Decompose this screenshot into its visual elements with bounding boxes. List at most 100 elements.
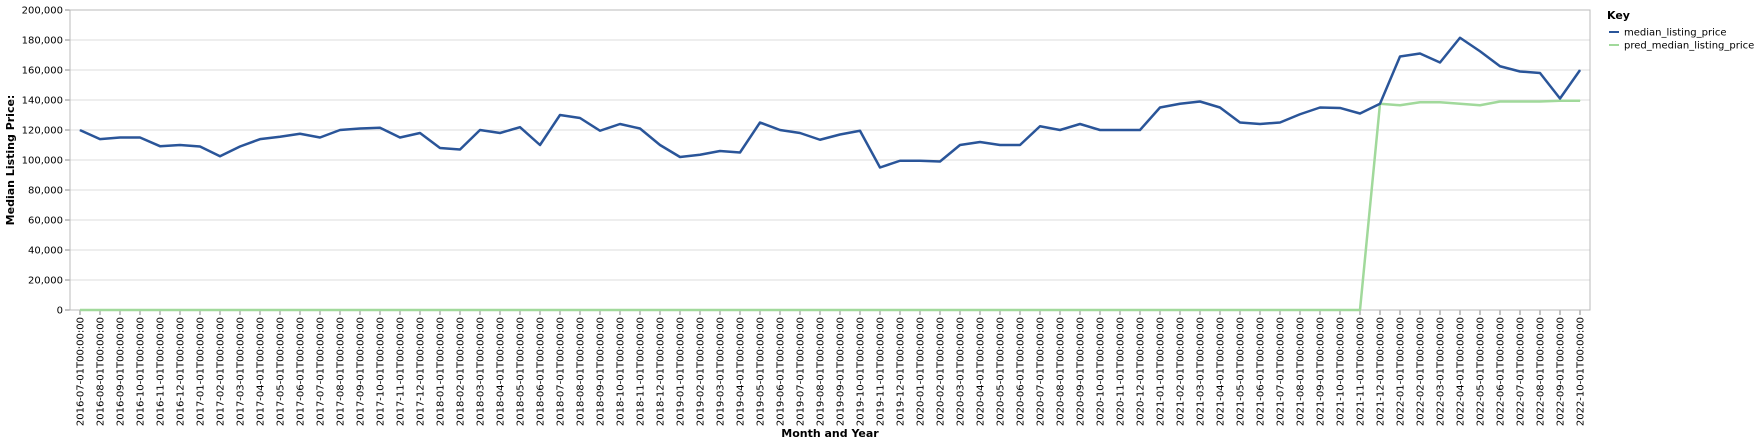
x-tick-label: 2021-05-01T00:00:00 <box>1236 317 1247 426</box>
data-point-pred_median_listing_price <box>919 309 921 311</box>
legend-label-median_listing_price: median_listing_price <box>1624 28 1727 39</box>
x-tick-label: 2018-06-01T00:00:00 <box>536 317 547 426</box>
x-tick-label: 2016-11-01T00:00:00 <box>156 317 167 426</box>
data-point-pred_median_listing_price <box>1459 103 1461 105</box>
data-point-pred_median_listing_price <box>799 309 801 311</box>
data-point-pred_median_listing_price <box>559 309 561 311</box>
y-tick-label: 180,000 <box>22 36 63 47</box>
x-tick-label: 2019-08-01T00:00:00 <box>816 317 827 426</box>
y-tick-label: 100,000 <box>22 156 63 167</box>
data-point-pred_median_listing_price <box>119 309 121 311</box>
x-tick-label: 2020-05-01T00:00:00 <box>996 317 1007 426</box>
data-point-pred_median_listing_price <box>699 309 701 311</box>
x-tick-label: 2020-07-01T00:00:00 <box>1036 317 1047 426</box>
y-tick-label: 160,000 <box>22 66 63 77</box>
data-point-pred_median_listing_price <box>1319 309 1321 311</box>
x-axis-title: Month and Year <box>781 427 879 440</box>
y-axis-ticks: 0 20,000 40,000 60,000 80,000 100,000 120,000 1… <box>22 6 70 317</box>
x-tick-label: 2017-10-01T00:00:00 <box>376 317 387 426</box>
x-tick-label: 2021-10-01T00:00:00 <box>1336 317 1347 426</box>
data-point-pred_median_listing_price <box>1479 104 1481 106</box>
x-tick-label: 2018-11-01T00:00:00 <box>636 317 647 426</box>
data-point-pred_median_listing_price <box>539 309 541 311</box>
x-tick-label: 2019-01-01T00:00:00 <box>676 317 687 426</box>
x-tick-label: 2022-08-01T00:00:00 <box>1536 317 1547 426</box>
series-line-pred_median_listing_price <box>80 99 1580 312</box>
data-point-pred_median_listing_price <box>679 309 681 311</box>
data-point-pred_median_listing_price <box>459 309 461 311</box>
x-tick-label: 2017-02-01T00:00:00 <box>216 317 227 426</box>
x-tick-label: 2021-06-01T00:00:00 <box>1256 317 1267 426</box>
x-tick-label: 2016-08-01T00:00:00 <box>96 317 107 426</box>
x-tick-label: 2017-05-01T00:00:00 <box>276 317 287 426</box>
y-tick-label: 40,000 <box>28 246 63 257</box>
data-point-pred_median_listing_price <box>199 309 201 311</box>
x-tick-label: 2019-05-01T00:00:00 <box>756 317 767 426</box>
data-point-pred_median_listing_price <box>819 309 821 311</box>
data-point-pred_median_listing_price <box>499 309 501 311</box>
data-point-pred_median_listing_price <box>419 309 421 311</box>
data-point-pred_median_listing_price <box>599 309 601 311</box>
y-tick-label: 0 <box>57 306 63 317</box>
x-tick-label: 2017-09-01T00:00:00 <box>356 317 367 426</box>
x-tick-label: 2017-04-01T00:00:00 <box>256 317 267 426</box>
x-tick-label: 2020-11-01T00:00:00 <box>1116 317 1127 426</box>
data-point-pred_median_listing_price <box>1159 309 1161 311</box>
y-tick-label: 120,000 <box>22 126 63 137</box>
x-tick-label: 2017-03-01T00:00:00 <box>236 317 247 426</box>
data-point-pred_median_listing_price <box>899 309 901 311</box>
data-point-pred_median_listing_price <box>779 309 781 311</box>
data-point-pred_median_listing_price <box>259 309 261 311</box>
x-tick-label: 2022-04-01T00:00:00 <box>1456 317 1467 426</box>
x-tick-label: 2019-02-01T00:00:00 <box>696 317 707 426</box>
data-point-pred_median_listing_price <box>719 309 721 311</box>
x-tick-label: 2019-06-01T00:00:00 <box>776 317 787 426</box>
data-point-pred_median_listing_price <box>479 309 481 311</box>
x-tick-label: 2016-09-01T00:00:00 <box>116 317 127 426</box>
x-tick-label: 2016-10-01T00:00:00 <box>136 317 147 426</box>
data-point-pred_median_listing_price <box>839 309 841 311</box>
x-tick-label: 2018-04-01T00:00:00 <box>496 317 507 426</box>
x-tick-label: 2022-01-01T00:00:00 <box>1396 317 1407 426</box>
data-point-pred_median_listing_price <box>1059 309 1061 311</box>
data-point-pred_median_listing_price <box>1099 309 1101 311</box>
x-tick-label: 2022-05-01T00:00:00 <box>1476 317 1487 426</box>
x-tick-label: 2021-04-01T00:00:00 <box>1216 317 1227 426</box>
data-point-pred_median_listing_price <box>1119 309 1121 311</box>
legend: Key median_listing_price pred_median_list… <box>1607 9 1754 52</box>
x-tick-label: 2019-10-01T00:00:00 <box>856 317 867 426</box>
x-tick-label: 2018-08-01T00:00:00 <box>576 317 587 426</box>
x-tick-label: 2022-06-01T00:00:00 <box>1496 317 1507 426</box>
data-point-pred_median_listing_price <box>1539 101 1541 102</box>
x-axis-ticks: 2016-07-01T00:00:00 2016-08-01T00:00:00 20… <box>76 310 1587 426</box>
x-tick-label: 2018-12-01T00:00:00 <box>656 317 667 426</box>
data-point-pred_median_listing_price <box>1179 309 1181 311</box>
x-tick-label: 2017-01-01T00:00:00 <box>196 317 207 426</box>
data-point-pred_median_listing_price <box>339 309 341 311</box>
x-tick-label: 2022-09-01T00:00:00 <box>1556 317 1567 426</box>
x-tick-label: 2022-03-01T00:00:00 <box>1436 317 1447 426</box>
data-point-pred_median_listing_price <box>979 309 981 311</box>
x-tick-label: 2021-12-01T00:00:00 <box>1376 317 1387 426</box>
x-tick-label: 2020-09-01T00:00:00 <box>1076 317 1087 426</box>
gridlines <box>70 9 1590 311</box>
data-point-pred_median_listing_price <box>1039 309 1041 311</box>
data-point-pred_median_listing_price <box>279 309 281 311</box>
x-tick-label: 2018-09-01T00:00:00 <box>596 317 607 426</box>
data-point-pred_median_listing_price <box>1299 309 1301 311</box>
x-tick-label: 2018-02-01T00:00:00 <box>456 317 467 426</box>
x-tick-label: 2021-09-01T00:00:00 <box>1316 317 1327 426</box>
data-point-pred_median_listing_price <box>639 309 641 311</box>
data-point-pred_median_listing_price <box>939 309 941 311</box>
y-tick-label: 80,000 <box>28 186 63 197</box>
x-tick-label: 2018-10-01T00:00:00 <box>616 317 627 426</box>
x-tick-label: 2020-06-01T00:00:00 <box>1016 317 1027 426</box>
x-tick-label: 2021-11-01T00:00:00 <box>1356 317 1367 426</box>
x-tick-label: 2019-09-01T00:00:00 <box>836 317 847 426</box>
y-tick-label: 140,000 <box>22 96 63 107</box>
x-tick-label: 2019-12-01T00:00:00 <box>896 317 907 426</box>
data-point-pred_median_listing_price <box>879 309 881 311</box>
x-tick-label: 2022-07-01T00:00:00 <box>1516 317 1527 426</box>
x-tick-label: 2017-08-01T00:00:00 <box>336 317 347 426</box>
